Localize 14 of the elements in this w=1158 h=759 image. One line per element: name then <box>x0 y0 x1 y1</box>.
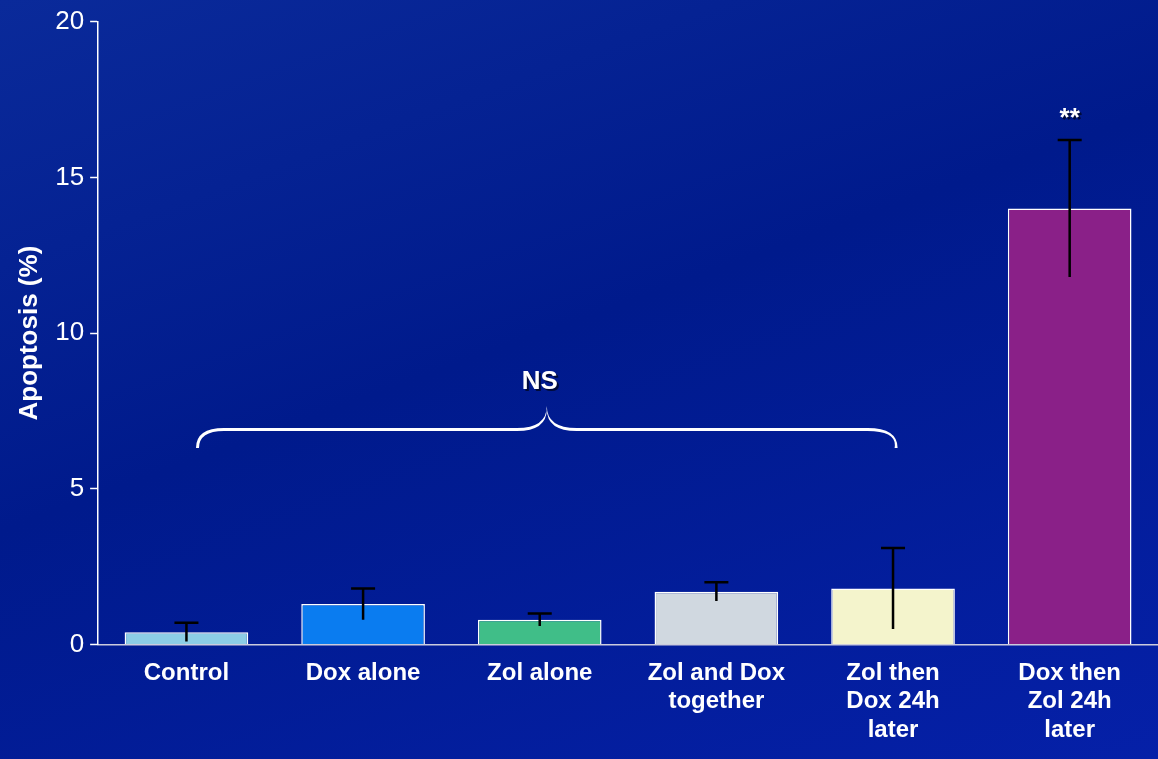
y-tick-label: 20 <box>55 4 85 35</box>
x-tick-label: Zol and Dox together <box>647 657 786 714</box>
x-tick-label: Control <box>143 657 230 685</box>
y-tick-label: 10 <box>55 316 85 347</box>
x-tick-label: Zol alone <box>487 657 593 685</box>
y-tick-label: 5 <box>69 472 85 503</box>
y-axis-title: Apoptosis (%) <box>12 245 43 421</box>
x-tick-label: Dox then Zol 24h later <box>1018 657 1122 743</box>
annotation: NS <box>521 365 558 396</box>
annotation: ** <box>1059 102 1081 133</box>
y-tick-label: 0 <box>69 627 85 658</box>
x-tick-label: Dox alone <box>305 657 421 685</box>
x-tick-label: Zol then Dox 24h later <box>846 657 940 743</box>
y-tick-label: 15 <box>55 160 85 191</box>
